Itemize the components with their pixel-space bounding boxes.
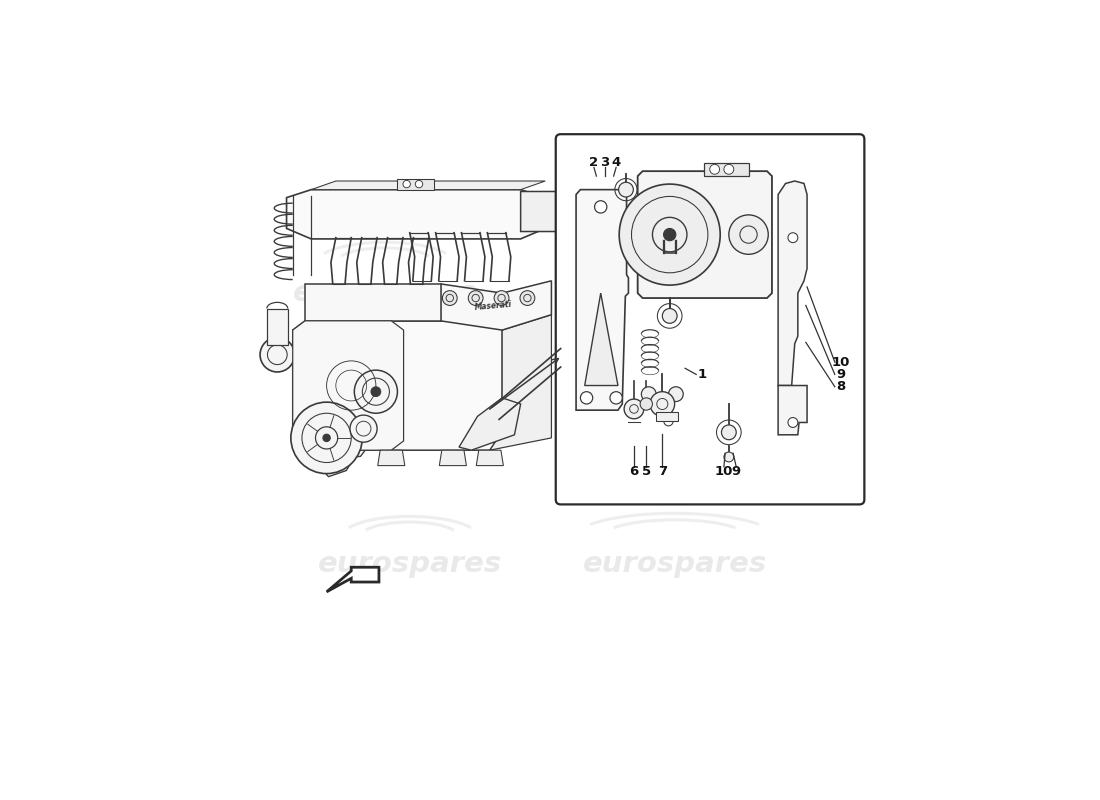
Polygon shape (316, 450, 343, 466)
Circle shape (788, 233, 798, 242)
Circle shape (469, 290, 483, 306)
Text: 4: 4 (612, 156, 620, 169)
Circle shape (416, 180, 422, 188)
Circle shape (722, 425, 736, 440)
Polygon shape (476, 450, 504, 466)
Text: 6: 6 (629, 466, 639, 478)
Circle shape (619, 184, 720, 285)
Polygon shape (576, 190, 628, 410)
Circle shape (710, 164, 719, 174)
Polygon shape (305, 309, 551, 321)
Bar (397, 178, 434, 190)
Text: 7: 7 (658, 466, 667, 478)
Text: 3: 3 (601, 156, 609, 169)
Circle shape (323, 434, 330, 442)
Text: eurospares: eurospares (293, 279, 477, 307)
Circle shape (788, 418, 798, 427)
Circle shape (650, 392, 674, 416)
Polygon shape (377, 450, 405, 466)
Circle shape (609, 392, 623, 404)
Text: 2: 2 (590, 156, 598, 169)
Bar (656, 412, 678, 422)
Circle shape (290, 402, 362, 474)
Circle shape (494, 290, 509, 306)
Circle shape (624, 399, 644, 418)
Polygon shape (440, 281, 551, 330)
Circle shape (724, 452, 734, 462)
Polygon shape (293, 321, 502, 450)
Text: eurospares: eurospares (583, 279, 767, 307)
Polygon shape (638, 171, 772, 298)
Circle shape (260, 338, 295, 372)
Polygon shape (439, 450, 466, 466)
Circle shape (520, 290, 535, 306)
Polygon shape (293, 321, 404, 450)
Text: 9: 9 (836, 368, 846, 381)
Polygon shape (778, 386, 807, 435)
Circle shape (350, 415, 377, 442)
Polygon shape (520, 191, 579, 231)
Circle shape (442, 290, 458, 306)
Polygon shape (311, 181, 546, 190)
Circle shape (618, 182, 634, 197)
Circle shape (724, 164, 734, 174)
Circle shape (641, 386, 656, 402)
Text: 10: 10 (715, 466, 733, 478)
Text: 10: 10 (832, 356, 850, 369)
Text: 9: 9 (732, 466, 740, 478)
Polygon shape (327, 567, 378, 592)
Polygon shape (585, 293, 618, 386)
Polygon shape (286, 190, 546, 239)
Text: Maserati: Maserati (474, 299, 512, 311)
Text: 8: 8 (836, 380, 846, 394)
Circle shape (403, 180, 410, 188)
Circle shape (729, 215, 768, 254)
Circle shape (663, 229, 675, 241)
Polygon shape (778, 181, 807, 386)
Polygon shape (305, 284, 440, 321)
Circle shape (662, 309, 678, 323)
Text: 1: 1 (697, 368, 707, 381)
Circle shape (581, 392, 593, 404)
Polygon shape (490, 314, 551, 450)
FancyBboxPatch shape (556, 134, 865, 505)
Circle shape (354, 370, 397, 414)
Text: eurospares: eurospares (318, 550, 502, 578)
Circle shape (669, 386, 683, 402)
Polygon shape (459, 398, 520, 450)
Circle shape (595, 201, 607, 213)
Circle shape (371, 386, 381, 397)
Text: 5: 5 (641, 466, 651, 478)
Text: eurospares: eurospares (583, 550, 767, 578)
Bar (704, 162, 748, 176)
Circle shape (640, 398, 652, 410)
Bar (267, 309, 288, 346)
